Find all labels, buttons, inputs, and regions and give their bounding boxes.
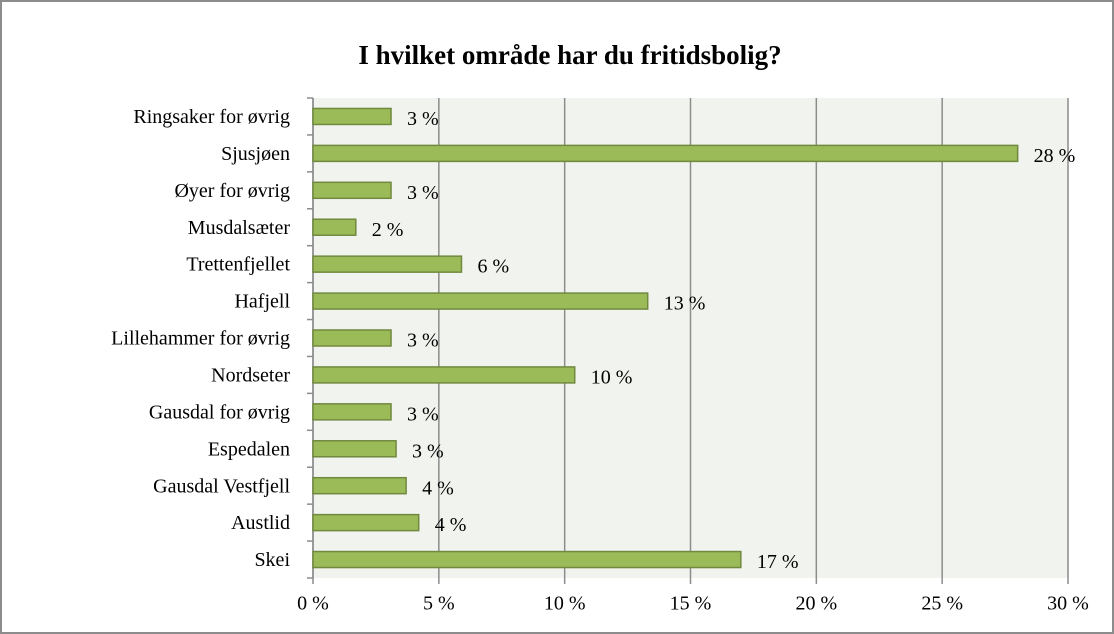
data-label: 3 % bbox=[407, 330, 439, 352]
data-label: 4 % bbox=[435, 514, 467, 536]
y-tick-label: Gausdal for øvrig bbox=[149, 401, 290, 423]
y-tick-label: Espedalen bbox=[208, 438, 290, 460]
data-label: 28 % bbox=[1034, 145, 1076, 167]
y-tick-label: Skei bbox=[254, 549, 290, 571]
y-tick-label: Musdalsæter bbox=[188, 217, 291, 239]
bar bbox=[312, 255, 463, 273]
bar bbox=[312, 329, 392, 347]
bar bbox=[312, 440, 397, 458]
y-tick-label: Gausdal Vestfjell bbox=[153, 475, 290, 497]
chart-title: I hvilket område har du fritidsbolig? bbox=[358, 40, 781, 70]
bar bbox=[312, 144, 1019, 163]
data-label: 13 % bbox=[664, 293, 706, 315]
data-label: 6 % bbox=[477, 256, 509, 278]
x-tick-label: 0 % bbox=[297, 593, 329, 615]
y-tick-label: Øyer for øvrig bbox=[174, 180, 290, 202]
bar bbox=[312, 366, 576, 384]
x-tick-label: 30 % bbox=[1047, 593, 1089, 615]
bar bbox=[312, 476, 407, 495]
x-tick-label: 15 % bbox=[670, 593, 712, 615]
data-label: 10 % bbox=[591, 367, 633, 389]
data-label: 4 % bbox=[422, 477, 454, 499]
y-tick-label: Hafjell bbox=[234, 291, 290, 313]
x-tick-label: 10 % bbox=[544, 593, 586, 615]
data-label: 3 % bbox=[412, 440, 444, 462]
y-tick-label: Nordseter bbox=[211, 365, 290, 387]
data-label: 3 % bbox=[407, 108, 439, 130]
data-label: 2 % bbox=[372, 219, 404, 241]
x-tick-label: 20 % bbox=[795, 593, 837, 615]
bar bbox=[312, 292, 649, 310]
y-tick-label: Trettenfjellet bbox=[186, 254, 290, 276]
data-label: 3 % bbox=[407, 403, 439, 425]
bar bbox=[312, 181, 392, 200]
y-tick-label: Austlid bbox=[231, 512, 290, 534]
x-tick-label: 25 % bbox=[921, 593, 963, 615]
bar bbox=[312, 403, 392, 421]
x-tick-label: 5 % bbox=[423, 593, 455, 615]
y-tick-label: Sjusjøen bbox=[221, 143, 290, 165]
bar bbox=[312, 218, 357, 236]
bar bbox=[312, 513, 420, 532]
y-tick-label: Lillehammer for øvrig bbox=[111, 328, 290, 350]
bar bbox=[312, 550, 742, 569]
bar bbox=[312, 107, 392, 126]
y-tick-label: Ringsaker for øvrig bbox=[133, 106, 290, 128]
data-label: 3 % bbox=[407, 182, 439, 204]
data-label: 17 % bbox=[757, 551, 799, 573]
